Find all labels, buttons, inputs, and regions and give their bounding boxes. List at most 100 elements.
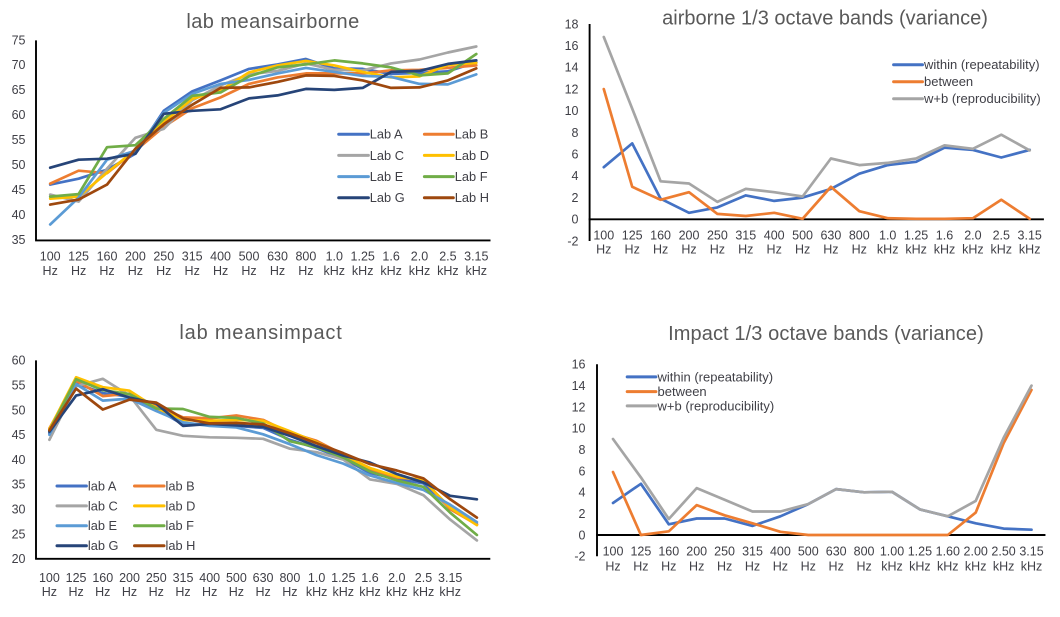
svg-text:630: 630 xyxy=(820,229,841,243)
svg-text:1.60: 1.60 xyxy=(936,545,960,559)
svg-text:kHz: kHz xyxy=(413,585,435,599)
svg-text:100: 100 xyxy=(603,545,624,559)
svg-text:lab D: lab D xyxy=(166,498,196,513)
svg-text:400: 400 xyxy=(210,249,231,263)
svg-text:2.00: 2.00 xyxy=(964,545,988,559)
svg-text:Lab A: Lab A xyxy=(370,127,403,142)
svg-text:55: 55 xyxy=(12,133,26,147)
svg-text:airborne 1/3 octave bands (var: airborne 1/3 octave bands (variance) xyxy=(662,8,988,30)
svg-text:3.15: 3.15 xyxy=(1019,545,1043,559)
svg-text:65: 65 xyxy=(12,83,26,97)
svg-text:400: 400 xyxy=(770,545,791,559)
svg-text:160: 160 xyxy=(92,571,113,585)
svg-text:10: 10 xyxy=(572,422,586,436)
svg-text:kHz: kHz xyxy=(905,243,927,257)
svg-text:35: 35 xyxy=(12,233,26,247)
svg-text:800: 800 xyxy=(854,545,875,559)
svg-text:Hz: Hz xyxy=(99,264,114,278)
svg-text:Hz: Hz xyxy=(689,560,704,574)
svg-text:Hz: Hz xyxy=(128,264,143,278)
svg-text:125: 125 xyxy=(622,229,643,243)
svg-text:Hz: Hz xyxy=(42,585,57,599)
svg-text:Lab C: Lab C xyxy=(370,148,404,163)
svg-text:Hz: Hz xyxy=(282,585,297,599)
svg-text:Hz: Hz xyxy=(596,243,611,257)
svg-text:1.0: 1.0 xyxy=(326,249,343,263)
svg-text:kHz: kHz xyxy=(937,560,959,574)
svg-text:200: 200 xyxy=(679,229,700,243)
svg-text:12: 12 xyxy=(565,82,579,96)
svg-text:Lab G: Lab G xyxy=(370,190,405,205)
svg-text:20: 20 xyxy=(12,552,26,566)
svg-text:800: 800 xyxy=(279,571,300,585)
svg-text:kHz: kHz xyxy=(409,264,431,278)
svg-text:Hz: Hz xyxy=(156,264,171,278)
svg-text:1.6: 1.6 xyxy=(361,571,378,585)
svg-text:125: 125 xyxy=(630,545,651,559)
svg-text:Hz: Hz xyxy=(856,560,871,574)
svg-text:Hz: Hz xyxy=(852,243,867,257)
svg-text:2.5: 2.5 xyxy=(993,229,1010,243)
svg-text:lab meansimpact: lab meansimpact xyxy=(179,322,342,344)
svg-text:Hz: Hz xyxy=(829,560,844,574)
svg-text:kHz: kHz xyxy=(386,585,408,599)
svg-text:Hz: Hz xyxy=(122,585,137,599)
svg-text:500: 500 xyxy=(798,545,819,559)
svg-text:630: 630 xyxy=(826,545,847,559)
svg-text:50: 50 xyxy=(12,158,26,172)
svg-text:Hz: Hz xyxy=(738,243,753,257)
svg-text:lab A: lab A xyxy=(88,478,117,493)
svg-text:Hz: Hz xyxy=(773,560,788,574)
svg-text:200: 200 xyxy=(125,249,146,263)
svg-text:100: 100 xyxy=(39,571,60,585)
svg-text:between: between xyxy=(658,384,707,399)
svg-text:Hz: Hz xyxy=(68,585,83,599)
svg-text:lab F: lab F xyxy=(166,518,195,533)
svg-text:0: 0 xyxy=(572,213,579,227)
svg-text:-2: -2 xyxy=(567,234,578,248)
svg-text:kHz: kHz xyxy=(333,585,355,599)
svg-text:kHz: kHz xyxy=(466,264,488,278)
svg-text:800: 800 xyxy=(295,249,316,263)
svg-text:lab C: lab C xyxy=(88,498,118,513)
svg-text:Hz: Hz xyxy=(255,585,270,599)
svg-text:1.00: 1.00 xyxy=(880,545,904,559)
svg-text:630: 630 xyxy=(267,249,288,263)
svg-text:kHz: kHz xyxy=(909,560,931,574)
svg-text:between: between xyxy=(924,74,973,89)
svg-text:within (repeatability): within (repeatability) xyxy=(657,369,774,384)
svg-text:500: 500 xyxy=(239,249,260,263)
svg-text:6: 6 xyxy=(572,148,579,162)
svg-text:40: 40 xyxy=(12,453,26,467)
svg-text:800: 800 xyxy=(849,229,870,243)
svg-text:Hz: Hz xyxy=(745,560,760,574)
svg-text:Hz: Hz xyxy=(95,585,110,599)
svg-text:2.5: 2.5 xyxy=(415,571,432,585)
svg-text:100: 100 xyxy=(593,229,614,243)
svg-text:kHz: kHz xyxy=(881,560,903,574)
svg-text:Hz: Hz xyxy=(710,243,725,257)
svg-text:1.25: 1.25 xyxy=(904,229,928,243)
svg-text:45: 45 xyxy=(12,183,26,197)
svg-text:2: 2 xyxy=(579,507,586,521)
svg-text:315: 315 xyxy=(742,545,763,559)
svg-text:1.25: 1.25 xyxy=(331,571,355,585)
svg-text:18: 18 xyxy=(565,17,579,31)
svg-text:45: 45 xyxy=(12,428,26,442)
svg-text:kHz: kHz xyxy=(324,264,346,278)
svg-text:lab H: lab H xyxy=(166,538,196,553)
svg-text:kHz: kHz xyxy=(1021,560,1043,574)
svg-text:Hz: Hz xyxy=(43,264,58,278)
svg-text:70: 70 xyxy=(12,58,26,72)
svg-text:kHz: kHz xyxy=(1019,243,1041,257)
svg-text:6: 6 xyxy=(579,464,586,478)
svg-text:630: 630 xyxy=(253,571,274,585)
svg-text:kHz: kHz xyxy=(439,585,461,599)
svg-text:1.6: 1.6 xyxy=(936,229,953,243)
svg-text:Hz: Hz xyxy=(149,585,164,599)
svg-text:Hz: Hz xyxy=(661,560,676,574)
svg-text:1.25: 1.25 xyxy=(351,249,375,263)
svg-text:3.15: 3.15 xyxy=(1018,229,1042,243)
svg-text:Lab B: Lab B xyxy=(455,127,488,142)
svg-text:Hz: Hz xyxy=(185,264,200,278)
